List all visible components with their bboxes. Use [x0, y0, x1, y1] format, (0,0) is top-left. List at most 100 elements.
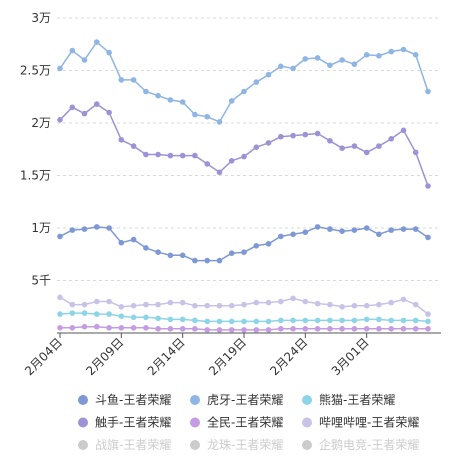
series-3-point[interactable] [400, 317, 407, 324]
series-4-point[interactable] [143, 151, 149, 158]
series-4-point[interactable] [179, 152, 186, 159]
series-6-point[interactable] [69, 301, 76, 308]
series-1-point[interactable] [228, 250, 235, 256]
series-4-point[interactable] [192, 152, 198, 159]
series-1-point[interactable] [278, 233, 284, 240]
series-1-point[interactable] [81, 226, 88, 232]
series-5-point[interactable] [376, 326, 382, 332]
series-3-point[interactable] [425, 318, 431, 325]
series-6-point[interactable] [351, 302, 358, 309]
series-5-point[interactable] [425, 326, 431, 332]
series-6-point[interactable] [167, 299, 174, 306]
series-1-point[interactable] [204, 257, 210, 264]
series-1-point[interactable] [290, 231, 296, 238]
series-5-point[interactable] [241, 327, 247, 333]
series-4-point[interactable] [412, 149, 419, 156]
series-4-point[interactable] [290, 132, 296, 139]
legend-item[interactable]: 虎牙-王者荣耀 [190, 393, 283, 407]
series-1-point[interactable] [327, 226, 333, 232]
series-3-point[interactable] [57, 311, 63, 317]
series-1-point[interactable] [253, 243, 260, 249]
series-4-point[interactable] [339, 145, 345, 151]
series-6-point[interactable] [290, 295, 296, 302]
series-5-point[interactable] [167, 326, 174, 332]
series-6-point[interactable] [143, 301, 149, 308]
series-1-point[interactable] [241, 249, 247, 255]
series-1-point[interactable] [69, 227, 76, 233]
series-5-point[interactable] [155, 326, 161, 332]
series-2-point[interactable] [241, 88, 247, 95]
series-2-point[interactable] [327, 62, 333, 69]
series-3-point[interactable] [363, 316, 370, 323]
series-5-point[interactable] [302, 326, 309, 332]
series-5-point[interactable] [216, 327, 223, 333]
series-5-point[interactable] [94, 323, 100, 330]
series-5-point[interactable] [278, 326, 284, 332]
series-4-point[interactable] [425, 183, 431, 189]
legend-item[interactable]: 哔哩哔哩-王者荣耀 [302, 416, 419, 430]
series-6-point[interactable] [376, 301, 382, 308]
series-6-point[interactable] [94, 298, 100, 305]
series-5-point[interactable] [204, 327, 210, 333]
series-4-point[interactable] [302, 131, 309, 138]
series-2-point[interactable] [192, 111, 198, 118]
series-3-point[interactable] [192, 317, 198, 324]
series-5-point[interactable] [81, 323, 88, 330]
series-1-point[interactable] [339, 228, 345, 234]
series-6-point[interactable] [81, 301, 88, 308]
series-1-point[interactable] [412, 226, 419, 232]
series-5-point[interactable] [265, 327, 272, 333]
series-2-point[interactable] [265, 71, 272, 78]
series-1-point[interactable] [57, 233, 63, 240]
series-3-point[interactable] [278, 317, 284, 324]
series-1-point[interactable] [130, 236, 137, 243]
series-2-point[interactable] [400, 46, 407, 53]
series-1-point[interactable] [179, 252, 186, 259]
series-6-point[interactable] [57, 294, 63, 301]
series-2-point[interactable] [106, 49, 112, 56]
series-4-point[interactable] [155, 151, 161, 158]
series-3-point[interactable] [351, 317, 358, 324]
series-4-point[interactable] [241, 153, 247, 160]
series-4-point[interactable] [278, 133, 284, 140]
series-4-point[interactable] [314, 130, 321, 137]
series-4-point[interactable] [106, 109, 112, 116]
series-5-point[interactable] [57, 325, 63, 331]
series-1-point[interactable] [192, 257, 198, 264]
series-4-point[interactable] [327, 138, 333, 144]
series-4-point[interactable] [130, 143, 137, 149]
series-1-point[interactable] [302, 229, 309, 235]
series-5-point[interactable] [290, 326, 296, 332]
series-3-point[interactable] [412, 317, 419, 324]
series-5-point[interactable] [327, 326, 333, 332]
series-3-point[interactable] [130, 314, 137, 321]
series-6-point[interactable] [228, 302, 235, 309]
series-2-point[interactable] [81, 57, 88, 63]
series-6-point[interactable] [302, 298, 309, 305]
series-1-point[interactable] [400, 226, 407, 232]
series-4-point[interactable] [81, 110, 88, 117]
legend-item[interactable]: 斗鱼-王者荣耀 [78, 393, 171, 407]
series-6-point[interactable] [192, 302, 198, 309]
series-3-point[interactable] [118, 313, 125, 320]
series-3-point[interactable] [302, 317, 309, 324]
series-6-point[interactable] [400, 296, 407, 303]
legend-item-inactive[interactable]: 战旗-王者荣耀 [78, 437, 171, 452]
series-4-point[interactable] [57, 117, 63, 123]
legend-item-inactive[interactable]: 企鹅电竞-王者荣耀 [302, 437, 419, 452]
series-5-point[interactable] [314, 326, 321, 332]
series-6-point[interactable] [155, 301, 161, 308]
series-5-point[interactable] [351, 326, 358, 332]
series-6-point[interactable] [118, 304, 125, 310]
series-2-point[interactable] [388, 48, 395, 55]
series-5-point[interactable] [388, 326, 395, 332]
series-1-point[interactable] [425, 234, 431, 241]
series-2-point[interactable] [130, 77, 137, 83]
series-4-point[interactable] [400, 127, 407, 134]
series-3-point[interactable] [143, 314, 149, 321]
series-5-point[interactable] [106, 325, 112, 331]
series-4-point[interactable] [351, 143, 358, 149]
series-2-point[interactable] [412, 52, 419, 58]
series-5-point[interactable] [143, 325, 149, 331]
series-2-point[interactable] [425, 88, 431, 95]
